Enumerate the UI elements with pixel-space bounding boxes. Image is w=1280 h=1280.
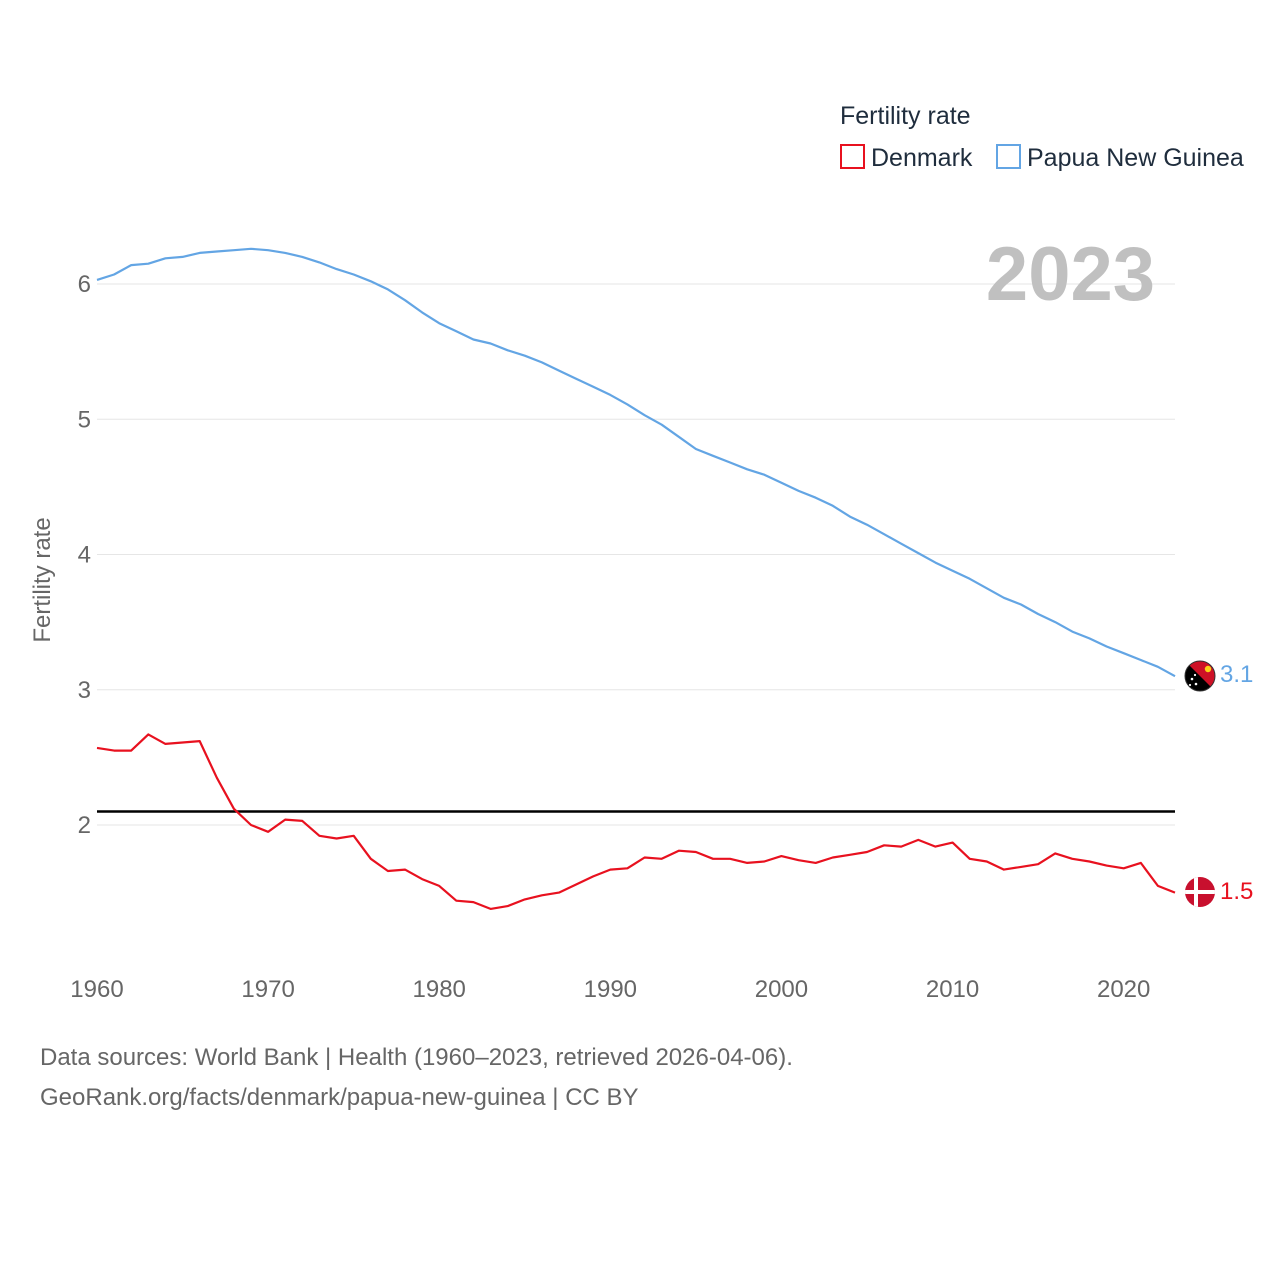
year-label: 2023 — [986, 232, 1155, 317]
y-axis-title: Fertility rate — [29, 517, 56, 642]
papua-new-guinea-flag-icon — [1184, 660, 1216, 692]
denmark-flag-icon — [1185, 877, 1215, 907]
x-tick-label: 1960 — [70, 976, 123, 1003]
legend-item-papua-new-guinea[interactable]: Papua New Guinea — [996, 144, 1244, 172]
source-line-2[interactable]: GeoRank.org/facts/denmark/papua-new-guin… — [40, 1084, 639, 1111]
x-tick-label: 1970 — [241, 976, 294, 1003]
x-tick-label: 2010 — [926, 976, 979, 1003]
legend-swatch-denmark — [840, 144, 865, 169]
y-tick-label: 5 — [78, 406, 91, 433]
legend-swatch-papua-new-guinea — [996, 144, 1021, 169]
y-tick-label: 6 — [78, 271, 91, 298]
y-tick-label: 4 — [78, 542, 91, 569]
legend-label-papua-new-guinea: Papua New Guinea — [1027, 144, 1244, 172]
y-tick-label: 2 — [78, 812, 91, 839]
series-line-denmark[interactable] — [96, 733, 1176, 910]
x-tick-label: 1990 — [584, 976, 637, 1003]
x-tick-label: 1980 — [413, 976, 466, 1003]
y-tick-label: 3 — [78, 677, 91, 704]
legend-label-denmark: Denmark — [871, 144, 973, 172]
legend: Fertility rate Denmark Papua New Guinea — [840, 102, 1244, 172]
legend-title: Fertility rate — [840, 102, 971, 130]
legend-item-denmark[interactable]: Denmark — [840, 144, 973, 172]
end-value-denmark: 1.5 — [1220, 878, 1253, 905]
series-line-papua-new-guinea[interactable] — [96, 247, 1176, 678]
source-line-1: Data sources: World Bank | Health (1960–… — [40, 1044, 793, 1071]
end-value-papua-new-guinea: 3.1 — [1220, 661, 1253, 688]
x-axis-ticks: 1960 1970 1980 1990 2000 2010 2020 — [70, 976, 1150, 1003]
gridlines — [97, 283, 1175, 826]
x-tick-label: 2020 — [1097, 976, 1150, 1003]
y-axis-ticks: 2 3 4 5 6 — [78, 271, 91, 839]
x-tick-label: 2000 — [755, 976, 808, 1003]
